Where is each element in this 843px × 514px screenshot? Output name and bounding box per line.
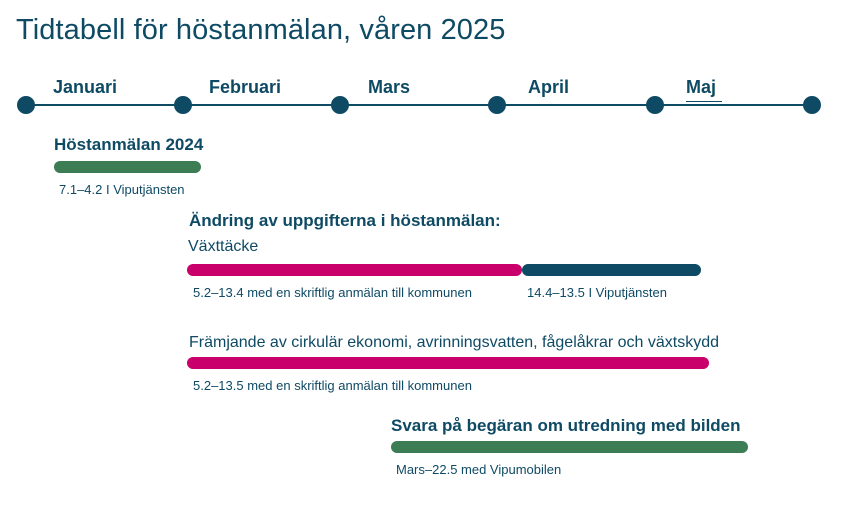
month-underline (686, 101, 722, 102)
framjande-label: Främjande av cirkulär ekonomi, avrinning… (189, 334, 720, 351)
hostanmalan-heading: Höstanmälan 2024 (54, 135, 204, 154)
month-label-februari: Februari (209, 77, 282, 97)
hostanmalan-note: 7.1–4.2 I Viputjänsten (59, 182, 185, 197)
month-label-januari: Januari (53, 77, 118, 97)
vaxttacke-navy-bar (522, 264, 701, 276)
timeline-marker (488, 96, 506, 114)
svara-note: Mars–22.5 med Vipumobilen (396, 462, 562, 477)
timeline-axis (26, 104, 812, 106)
framjande-note: 5.2–13.5 med en skriftlig anmälan till k… (193, 378, 472, 393)
timeline-marker (646, 96, 664, 114)
month-label-mars: Mars (368, 77, 411, 97)
month-label-maj: Maj (686, 77, 717, 97)
hostanmalan-bar (54, 161, 201, 173)
month-label-april: April (528, 77, 570, 97)
vaxttacke-navy-note: 14.4–13.5 I Viputjänsten (527, 285, 667, 300)
andring-heading: Ändring av uppgifterna i höstanmälan: (189, 211, 501, 230)
page-title: Tidtabell för höstanmälan, våren 2025 (16, 14, 506, 46)
svara-heading: Svara på begäran om utredning med bilden (391, 416, 741, 435)
svara-bar (391, 441, 748, 453)
timeline-marker (17, 96, 35, 114)
timeline-marker (803, 96, 821, 114)
timeline-marker (174, 96, 192, 114)
vaxttacke-label: Växttäcke (188, 238, 259, 255)
vaxttacke-pink-note: 5.2–13.4 med en skriftlig anmälan till k… (193, 285, 472, 300)
vaxttacke-pink-bar (187, 264, 522, 276)
timeline-marker (331, 96, 349, 114)
framjande-bar (187, 357, 709, 369)
